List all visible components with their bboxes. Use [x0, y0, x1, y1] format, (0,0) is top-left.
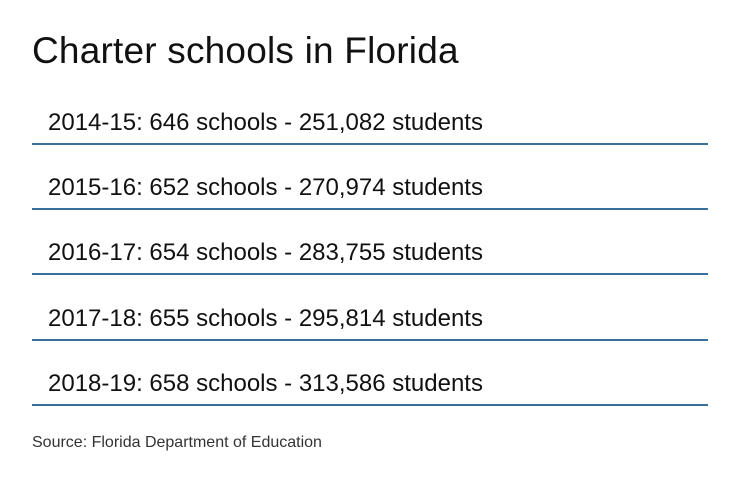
table-row: 2016-17: 654 schools - 283,755 students: [32, 229, 708, 275]
chart-title: Charter schools in Florida: [32, 30, 459, 71]
table-row: 2018-19: 658 schools - 313,586 students: [32, 360, 708, 406]
row-label: 2017-18: 655 schools - 295,814 students: [48, 305, 483, 332]
row-label: 2015-16: 652 schools - 270,974 students: [48, 174, 483, 201]
table-row: 2017-18: 655 schools - 295,814 students: [32, 295, 708, 341]
table-row: 2015-16: 652 schools - 270,974 students: [32, 164, 708, 210]
row-label: 2016-17: 654 schools - 283,755 students: [48, 239, 483, 266]
table-row: 2014-15: 646 schools - 251,082 students: [32, 99, 708, 145]
row-label: 2018-19: 658 schools - 313,586 students: [48, 370, 483, 397]
row-label: 2014-15: 646 schools - 251,082 students: [48, 109, 483, 136]
source-note: Source: Florida Department of Education: [32, 434, 322, 451]
